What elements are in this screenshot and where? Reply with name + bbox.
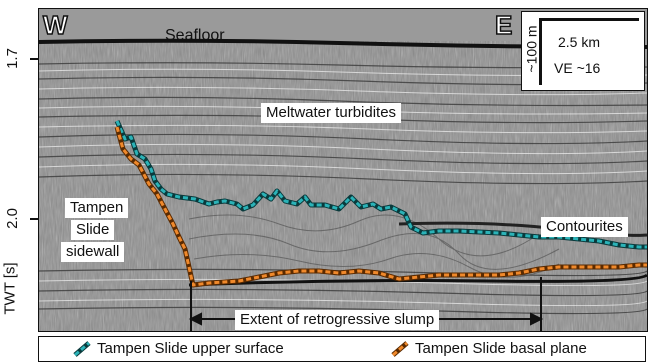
legend-item-basal-plane: Tampen Slide basal plane (391, 340, 587, 357)
axis-tick (30, 218, 38, 220)
extent-label: Extent of retrogressive slump (235, 310, 440, 330)
vertical-exaggeration-label: VE ~16 (554, 60, 601, 76)
legend-label-upper-surface: Tampen Slide upper surface (97, 340, 284, 357)
twt-axis: 1.7 2.0 TWT [s] (0, 0, 38, 334)
legend-item-upper-surface: Tampen Slide upper surface (73, 340, 284, 357)
meltwater-label: Meltwater turbidites (261, 103, 402, 123)
east-label: E (494, 10, 513, 40)
axis-tick-label-2-0: 2.0 (3, 208, 21, 229)
scale-bar: ~100 m 2.5 km VE ~16 (521, 11, 645, 91)
sidewall-label-line2: Slide (71, 220, 115, 240)
axis-tick-label-1-7: 1.7 (3, 48, 21, 69)
scale-vertical-bar (539, 18, 542, 85)
sidewall-label-line3: sidewall (61, 242, 125, 262)
axis-label: TWT [s] (1, 262, 19, 315)
scale-horizontal-bar (539, 18, 639, 21)
sidewall-label-line1: Tampen (65, 198, 129, 218)
axis-tick (30, 58, 38, 60)
basal-plane-swatch-icon (391, 341, 409, 357)
seafloor-label: Seafloor (165, 27, 225, 44)
upper-surface-swatch-icon (73, 341, 91, 357)
contourites-label: Contourites (541, 217, 628, 237)
legend-label-basal-plane: Tampen Slide basal plane (415, 340, 587, 357)
scale-horizontal-label: 2.5 km (558, 34, 601, 50)
seismic-section: W E Seafloor Meltwater turbidites Contou… (38, 8, 648, 332)
scale-vertical-label: ~100 m (523, 25, 540, 73)
legend: Tampen Slide upper surface Tampen Slide … (38, 336, 646, 362)
west-label: W (42, 10, 68, 40)
